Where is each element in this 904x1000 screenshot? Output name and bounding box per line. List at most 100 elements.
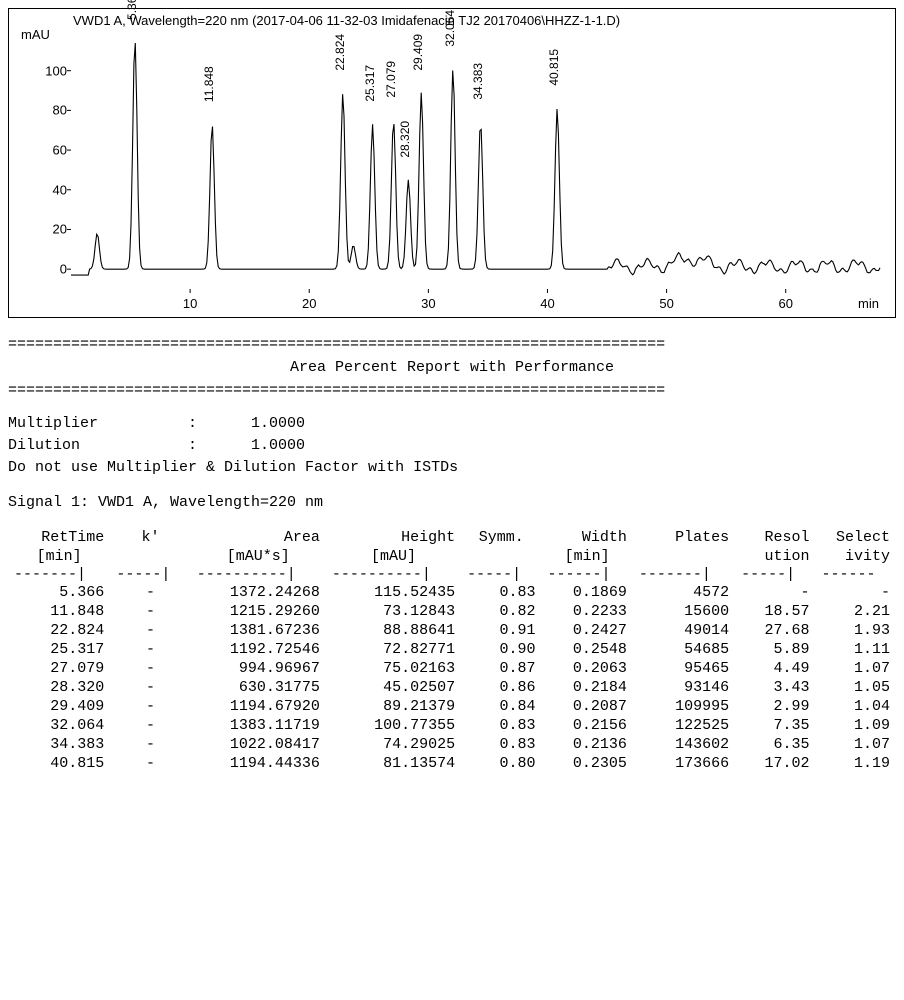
table-cell: 1194.67920 — [191, 697, 326, 716]
table-cell: 1.07 — [816, 659, 896, 678]
peak-label: 27.079 — [384, 61, 398, 98]
y-tick: 40 — [33, 182, 67, 197]
table-cell: 0.2063 — [542, 659, 633, 678]
table-cell: 4.49 — [735, 659, 815, 678]
table-cell: 0.2184 — [542, 678, 633, 697]
table-cell: 7.35 — [735, 716, 815, 735]
table-cell: 122525 — [633, 716, 735, 735]
table-row: 28.320-630.3177545.025070.860.2184931463… — [8, 678, 896, 697]
table-cell: 100.77355 — [326, 716, 461, 735]
separator-line: ========================================… — [8, 382, 896, 399]
table-cell: 34.383 — [8, 735, 110, 754]
y-tick: 100 — [33, 63, 67, 78]
table-cell: - — [735, 583, 815, 602]
table-cell: - — [110, 659, 190, 678]
col-subheader: [mAU*s] — [191, 547, 326, 566]
col-header: Symm. — [461, 528, 541, 547]
table-row: 40.815-1194.4433681.135740.800.230517366… — [8, 754, 896, 773]
table-cell: 0.2087 — [542, 697, 633, 716]
x-tick: 60 — [778, 296, 792, 311]
table-cell: 0.83 — [461, 716, 541, 735]
col-subheader: [mAU] — [326, 547, 461, 566]
peak-label: 34.383 — [471, 63, 485, 100]
x-tick: 30 — [421, 296, 435, 311]
peak-label: 11.848 — [202, 67, 216, 103]
table-cell: 1194.44336 — [191, 754, 326, 773]
table-cell: 89.21379 — [326, 697, 461, 716]
table-cell: 18.57 — [735, 602, 815, 621]
table-cell: 173666 — [633, 754, 735, 773]
table-cell: - — [816, 583, 896, 602]
table-cell: 994.96967 — [191, 659, 326, 678]
table-cell: 1.04 — [816, 697, 896, 716]
y-tick: 0 — [33, 262, 67, 277]
table-cell: 54685 — [633, 640, 735, 659]
x-tick: 40 — [540, 296, 554, 311]
table-cell: 49014 — [633, 621, 735, 640]
y-axis-label: mAU — [21, 27, 50, 42]
table-cell: - — [110, 697, 190, 716]
table-cell: 0.86 — [461, 678, 541, 697]
table-cell: 0.2548 — [542, 640, 633, 659]
table-cell: 73.12843 — [326, 602, 461, 621]
table-cell: 1.09 — [816, 716, 896, 735]
table-cell: - — [110, 716, 190, 735]
table-cell: 1372.24268 — [191, 583, 326, 602]
table-cell: 27.68 — [735, 621, 815, 640]
table-cell: 0.2136 — [542, 735, 633, 754]
y-tick: 60 — [33, 143, 67, 158]
signal-label: Signal 1: VWD1 A, Wavelength=220 nm — [8, 492, 896, 514]
table-row: 27.079-994.9696775.021630.870.2063954654… — [8, 659, 896, 678]
peak-label: 25.317 — [363, 65, 377, 102]
chromatogram-panel: VWD1 A, Wavelength=220 nm (2017-04-06 11… — [8, 8, 896, 318]
col-subheader: ivity — [816, 547, 896, 566]
table-cell: 0.2233 — [542, 602, 633, 621]
table-cell: 0.2305 — [542, 754, 633, 773]
peak-table: RetTimek'AreaHeightSymm.WidthPlatesResol… — [8, 528, 896, 773]
col-header: Resol — [735, 528, 815, 547]
y-tick: 20 — [33, 222, 67, 237]
col-header: RetTime — [8, 528, 110, 547]
peak-label: 29.409 — [411, 33, 425, 70]
col-subheader — [110, 547, 190, 566]
col-subheader: ution — [735, 547, 815, 566]
table-cell: 3.43 — [735, 678, 815, 697]
table-row: 22.824-1381.6723688.886410.910.242749014… — [8, 621, 896, 640]
x-tick: 10 — [183, 296, 197, 311]
peak-label: 28.320 — [398, 121, 412, 158]
col-header: Width — [542, 528, 633, 547]
peak-label: 5.366 — [125, 0, 139, 20]
table-cell: 115.52435 — [326, 583, 461, 602]
col-header: k' — [110, 528, 190, 547]
table-cell: 11.848 — [8, 602, 110, 621]
table-cell: 0.2156 — [542, 716, 633, 735]
table-cell: - — [110, 678, 190, 697]
table-cell: 1.19 — [816, 754, 896, 773]
table-cell: 143602 — [633, 735, 735, 754]
table-cell: 5.89 — [735, 640, 815, 659]
col-subheader: [min] — [8, 547, 110, 566]
table-cell: 4572 — [633, 583, 735, 602]
table-cell: - — [110, 583, 190, 602]
x-tick: 50 — [659, 296, 673, 311]
table-cell: 17.02 — [735, 754, 815, 773]
table-cell: 1215.29260 — [191, 602, 326, 621]
table-cell: 75.02163 — [326, 659, 461, 678]
table-cell: 29.409 — [8, 697, 110, 716]
plot-area: 5.36611.84822.82425.31727.07928.32029.40… — [71, 31, 881, 289]
table-cell: 93146 — [633, 678, 735, 697]
table-row: 25.317-1192.7254672.827710.900.254854685… — [8, 640, 896, 659]
table-cell: 28.320 — [8, 678, 110, 697]
table-cell: - — [110, 602, 190, 621]
table-cell: 95465 — [633, 659, 735, 678]
peak-label: 40.815 — [547, 49, 561, 86]
col-header: Height — [326, 528, 461, 547]
table-cell: 1383.11719 — [191, 716, 326, 735]
table-cell: 1022.08417 — [191, 735, 326, 754]
table-cell: 74.29025 — [326, 735, 461, 754]
col-header: Plates — [633, 528, 735, 547]
table-row: 11.848-1215.2926073.128430.820.223315600… — [8, 602, 896, 621]
report-title: Area Percent Report with Performance — [8, 353, 896, 382]
table-cell: 5.366 — [8, 583, 110, 602]
table-cell: 6.35 — [735, 735, 815, 754]
